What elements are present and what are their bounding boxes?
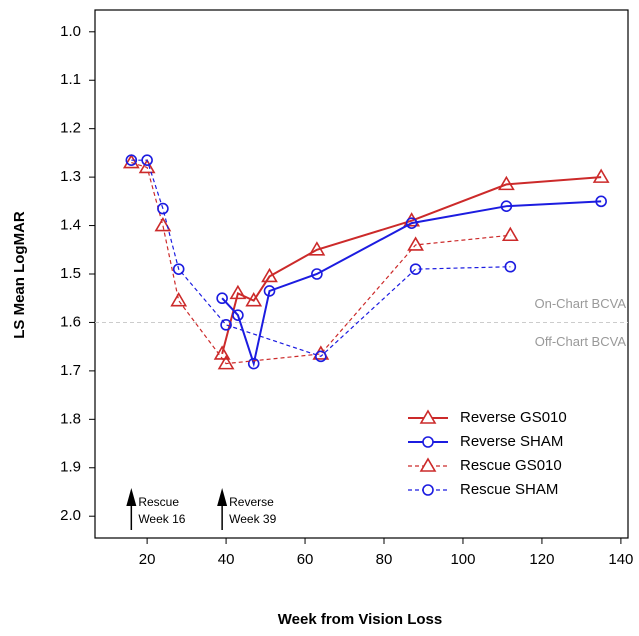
point [315,350,327,363]
point [172,263,185,275]
point [229,284,247,300]
legend-label: Reverse SHAM [460,433,563,450]
y-tick-label: 1.6 [60,313,81,330]
point [261,267,278,283]
x-tick-label: 40 [218,551,235,568]
x-tick-label: 80 [376,551,393,568]
point [220,319,232,331]
arrow-label: Week 39 [229,512,276,526]
point [263,285,276,297]
y-tick-label: 1.2 [60,120,81,137]
point [592,168,610,183]
series-line [131,159,511,358]
y-tick-label: 1.9 [60,459,81,476]
y-tick-label: 1.7 [60,362,81,379]
legend-label: Rescue SHAM [460,481,558,498]
legend-label: Rescue GS010 [460,457,562,474]
y-tick-label: 2.0 [60,507,81,524]
arrow-head [217,488,228,506]
arrow-head [126,488,137,506]
y-tick-label: 1.8 [60,410,81,427]
point [170,292,188,307]
x-tick-label: 60 [297,551,314,568]
reference-label: On-Chart BCVA [534,296,626,311]
point [308,241,326,256]
point [216,292,228,305]
series-line [221,176,602,355]
point [498,175,515,191]
arrow-label: Reverse [229,495,274,509]
x-tick-label: 100 [450,551,475,568]
legend-marker [422,484,434,496]
point [500,200,513,212]
point [595,195,607,208]
y-axis-title: LS Mean LogMAR [11,211,28,339]
x-tick-label: 20 [139,551,156,568]
reference-label: Off-Chart BCVA [535,334,627,349]
y-tick-label: 1.5 [60,265,81,282]
point [245,292,263,307]
x-axis-title: Week from Vision Loss [278,611,443,628]
y-tick-label: 1.1 [60,71,81,88]
y-tick-label: 1.3 [60,168,81,185]
point [405,217,418,229]
x-tick-label: 120 [529,551,554,568]
y-tick-label: 1.0 [60,23,81,40]
legend-marker [419,457,437,472]
point [311,268,323,280]
legend-label: Reverse GS010 [460,409,567,426]
series-line [221,200,602,368]
point [504,260,517,273]
series-line [131,162,511,365]
point [247,357,260,370]
point [122,153,140,169]
point [157,202,169,215]
point [409,263,422,275]
y-tick-label: 1.4 [60,217,81,234]
x-tick-label: 140 [608,551,633,568]
point [141,154,153,166]
arrow-label: Week 16 [138,512,185,526]
point [232,309,244,321]
arrow-label: Rescue [138,495,179,509]
point [407,236,424,251]
point [154,216,172,232]
point [138,158,156,174]
point [217,355,235,370]
point [125,154,138,166]
legend-marker [422,436,434,448]
legend-marker [419,409,437,424]
point [501,226,519,242]
